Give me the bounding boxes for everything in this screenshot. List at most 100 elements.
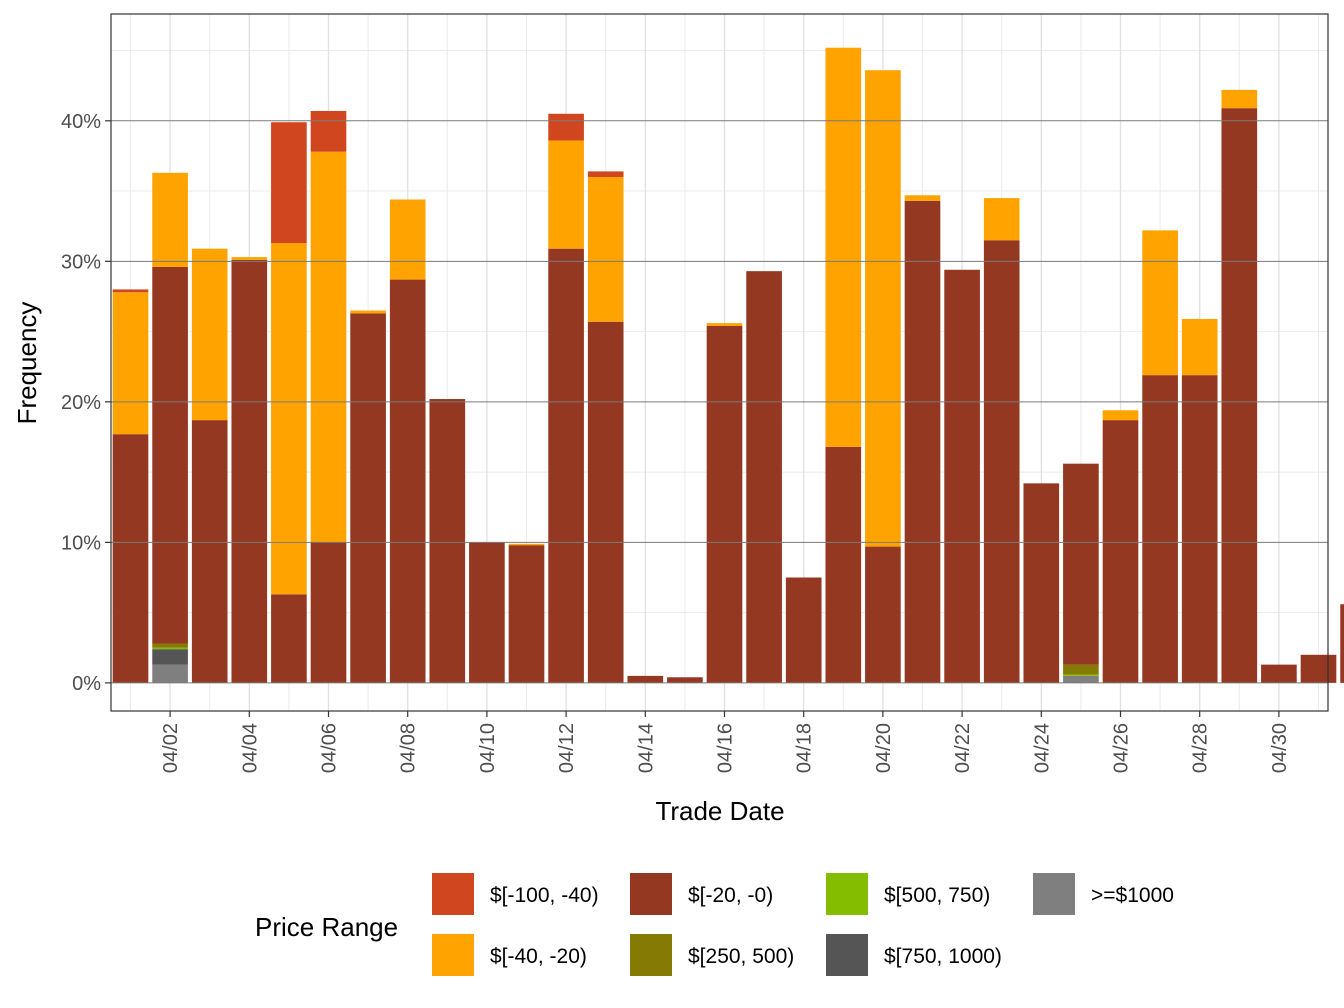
y-tick-label: 30% xyxy=(61,251,101,273)
x-tick-label: 04/12 xyxy=(556,723,578,773)
bar-segment xyxy=(1142,375,1178,683)
bar-segment xyxy=(667,677,703,683)
legend-label: >=$1000 xyxy=(1091,884,1174,907)
x-tick-label: 04/24 xyxy=(1031,723,1053,773)
bar-segment xyxy=(746,271,782,683)
bar-segment xyxy=(944,269,980,683)
bar-segment xyxy=(429,399,466,683)
bar-segment xyxy=(1340,604,1344,683)
bar-segment xyxy=(112,434,149,683)
x-tick-label: 04/30 xyxy=(1269,723,1291,773)
bar-segment xyxy=(983,198,1020,241)
bar-segment xyxy=(1181,375,1218,683)
x-tick-label: 04/04 xyxy=(239,723,261,773)
bar-segment xyxy=(865,546,901,683)
legend: Price Range $[-100, -40) $[-40, -20) $[-20… xyxy=(255,873,1174,976)
legend-swatch xyxy=(630,873,672,915)
bar-segment xyxy=(904,200,941,683)
bar-segment xyxy=(1181,318,1218,376)
bar-segment xyxy=(1221,108,1258,683)
bar-segment xyxy=(152,649,188,665)
x-axis-title: Trade Date xyxy=(655,796,784,826)
bar-segment xyxy=(1063,674,1099,676)
bar-segment xyxy=(706,325,743,683)
bar-segment xyxy=(152,647,188,650)
bar-segment xyxy=(310,151,347,543)
legend-label: $[-40, -20) xyxy=(490,945,587,968)
bar-segment xyxy=(310,542,347,683)
bar-segment xyxy=(1102,410,1139,421)
bar-segment xyxy=(310,110,347,152)
bar-segment xyxy=(587,321,624,683)
bar-segment xyxy=(350,310,386,314)
bar-segment xyxy=(152,172,188,267)
bar-segment xyxy=(389,279,426,683)
bar-segment xyxy=(231,259,268,683)
bar-segment xyxy=(548,140,584,249)
bar-segment xyxy=(191,248,228,421)
bar-segment xyxy=(152,664,188,683)
bar-segment xyxy=(865,70,901,547)
legend-label: $[-20, -0) xyxy=(688,884,773,907)
bar-segment xyxy=(1063,463,1099,665)
legend-swatch xyxy=(432,873,474,915)
bar-segment xyxy=(152,643,188,648)
y-tick-label: 0% xyxy=(72,673,101,695)
bar-segment xyxy=(983,240,1020,683)
legend-swatch xyxy=(826,934,868,976)
legend-label: $[750, 1000) xyxy=(884,945,1002,968)
bar-segment xyxy=(1221,89,1258,109)
bar-segment xyxy=(152,266,188,644)
bar-segment xyxy=(271,122,307,244)
y-tick-label: 20% xyxy=(61,392,101,414)
bar-segment xyxy=(785,577,822,683)
bar-segment xyxy=(1023,483,1060,683)
bar-segment xyxy=(587,171,624,178)
bar-segment xyxy=(825,47,862,447)
legend-label: $[250, 500) xyxy=(688,945,794,968)
x-tick-label: 04/06 xyxy=(319,723,341,773)
bar-segment xyxy=(548,248,584,683)
bar-segment xyxy=(587,177,624,322)
bar-segment xyxy=(469,542,505,683)
legend-swatch xyxy=(1033,873,1075,915)
x-axis: 04/02 04/04 04/06 04/08 04/10 04/12 04/14 04/16… xyxy=(160,711,1291,773)
bar-segment xyxy=(231,257,268,260)
x-tick-label: 04/10 xyxy=(477,723,499,773)
x-tick-label: 04/28 xyxy=(1190,723,1212,773)
x-tick-label: 04/26 xyxy=(1111,723,1133,773)
bars xyxy=(111,47,1344,684)
y-axis-title: Frequency xyxy=(12,302,42,425)
x-tick-label: 04/22 xyxy=(952,723,974,773)
x-tick-label: 04/18 xyxy=(794,723,816,773)
bar-segment xyxy=(1102,420,1139,683)
bar-segment xyxy=(508,545,545,683)
bar-segment xyxy=(548,113,584,141)
bar-segment xyxy=(508,543,545,546)
bar-segment xyxy=(627,675,664,683)
legend-label: $[-100, -40) xyxy=(490,884,599,907)
legend-swatch xyxy=(630,934,672,976)
legend-swatch xyxy=(826,873,868,915)
y-tick-label: 40% xyxy=(61,111,101,133)
bar-segment xyxy=(350,313,386,683)
y-tick-label: 10% xyxy=(61,532,101,554)
bar-segment xyxy=(904,195,941,201)
panel-border xyxy=(110,13,1329,712)
x-tick-label: 04/02 xyxy=(160,723,182,773)
bar-segment xyxy=(389,199,426,280)
x-tick-label: 04/20 xyxy=(873,723,895,773)
y-axis: 0% 10% 20% 30% 40% xyxy=(61,111,111,695)
x-tick-label: 04/14 xyxy=(635,723,657,773)
bar-segment xyxy=(1142,230,1178,376)
bar-segment xyxy=(1300,654,1337,683)
bar-segment xyxy=(1063,675,1099,683)
legend-swatch xyxy=(432,934,474,976)
legend-title: Price Range xyxy=(255,912,398,942)
bar-segment xyxy=(271,243,307,595)
bar-segment xyxy=(112,289,149,293)
legend-label: $[500, 750) xyxy=(884,884,990,907)
bar-segment xyxy=(271,594,307,683)
bar-segment xyxy=(825,446,862,683)
